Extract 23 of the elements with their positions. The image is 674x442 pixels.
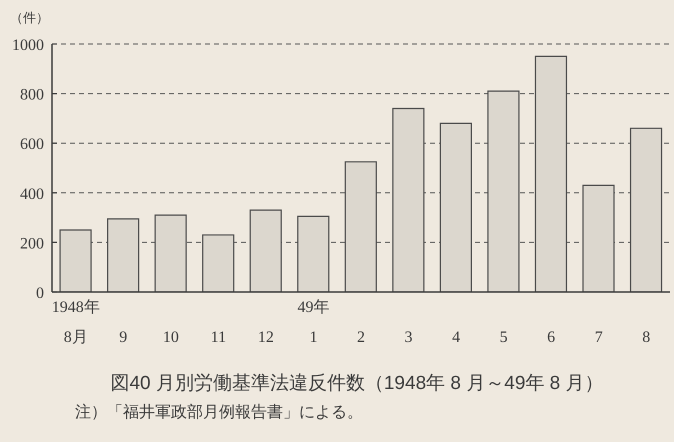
x-tick-label: 3: [404, 329, 413, 346]
text: 図40 月別労働基準法違反件数（1948年 8 月～49年 8 月）: [109, 372, 605, 396]
x-tick-label: 10: [162, 329, 179, 346]
y-tick-label: 600: [20, 136, 44, 154]
x-tick-label: 7: [594, 329, 603, 346]
x-tick-label: 1948年 8月: [52, 299, 100, 346]
y-tick-label: 1000: [12, 37, 44, 54]
x-tick-label: 5: [500, 329, 508, 346]
y-tick-label: 400: [20, 186, 44, 203]
y-axis-title: （件）: [10, 10, 49, 25]
x-tick-label: 2: [357, 329, 365, 346]
x-tick-label: 11: [210, 329, 226, 346]
x-tick-label: 4: [452, 329, 460, 346]
x-tick-label: 12: [258, 329, 274, 346]
x-tick-label: 8: [642, 329, 650, 346]
x-tick-label: 49年 1: [297, 299, 330, 346]
y-tick-label: 200: [20, 235, 44, 252]
text: 注）「福井軍政部月例報告書」による。: [75, 402, 363, 423]
bar: [250, 210, 282, 292]
y-tick-label: 800: [20, 86, 44, 104]
x-tick-label: 6: [547, 329, 556, 346]
y-tick-label: 0: [36, 285, 44, 302]
x-tick-label: 9: [119, 329, 128, 346]
